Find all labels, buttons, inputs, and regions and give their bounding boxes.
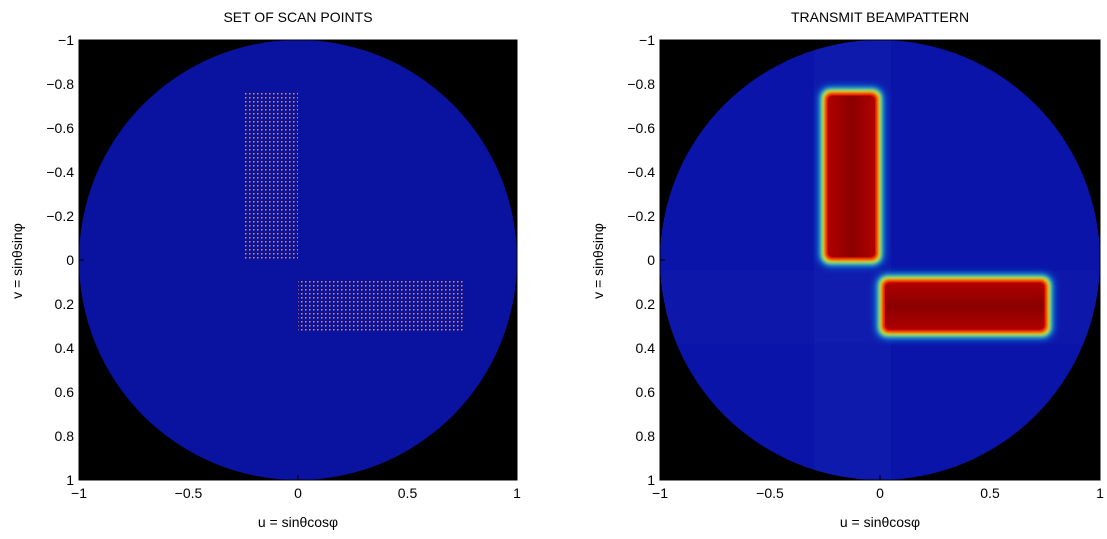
main-beam-2 bbox=[877, 274, 1053, 338]
y-tick-label: 0.8 bbox=[636, 428, 656, 444]
left-chart-title: SET OF SCAN POINTS bbox=[223, 9, 372, 25]
y-tick-label: −0.2 bbox=[627, 208, 655, 224]
beampattern-image bbox=[660, 40, 1100, 480]
x-tick-label: 0 bbox=[876, 485, 884, 501]
y-tick-label: 1 bbox=[66, 472, 74, 488]
x-tick-label: 1 bbox=[1096, 485, 1104, 501]
y-tick-label: 0.4 bbox=[55, 340, 75, 356]
x-tick-label: 0.5 bbox=[980, 485, 1000, 501]
right-x-ticks: −1 −0.5 0 0.5 1 bbox=[652, 475, 1104, 501]
x-tick-label: −0.5 bbox=[756, 485, 784, 501]
y-tick-label: 0.6 bbox=[55, 384, 75, 400]
y-tick-label: −0.8 bbox=[627, 76, 655, 92]
right-panel: TRANSMIT BEAMPATTERN −1 −0.5 0 0.5 1 −1−0.8−… bbox=[590, 9, 1104, 530]
y-tick-label: 0.8 bbox=[55, 428, 75, 444]
scan-region-1 bbox=[243, 92, 298, 260]
main-beam-1 bbox=[819, 87, 883, 266]
left-panel: SET OF SCAN POINTS −1 −0.5 0 0.5 1 −1 −0.8 −0.… bbox=[9, 9, 521, 530]
y-tick-label: −1 bbox=[58, 32, 74, 48]
y-tick-label: 0.4 bbox=[636, 340, 656, 356]
y-tick-label: 0 bbox=[66, 252, 74, 268]
x-tick-label: −1 bbox=[652, 485, 668, 501]
left-x-ticks: −1 −0.5 0 0.5 1 bbox=[71, 475, 521, 501]
x-tick-label: 0.5 bbox=[398, 485, 418, 501]
right-y-ticks: −1 −0.8 −0.6 −0.4 −0.2 0 0.2 0.4 0.6 0.8 1 bbox=[627, 32, 665, 488]
x-tick-label: 0 bbox=[294, 485, 302, 501]
y-tick-label: 0.2 bbox=[636, 296, 656, 312]
y-tick-label: −0.8 bbox=[46, 76, 74, 92]
y-tick-label: 0 bbox=[647, 252, 655, 268]
y-tick-label: −0.6 bbox=[46, 120, 74, 136]
y-tick-label: −0.4 bbox=[627, 164, 655, 180]
y-tick-label: 1 bbox=[647, 472, 655, 488]
y-tick-label: −0.4 bbox=[46, 164, 74, 180]
left-y-ticks: −1 −0.8 −0.6 −0.4 −0.2 0 0.2 0.4 0.6 0.8 1 bbox=[46, 32, 84, 488]
left-plot-area bbox=[78, 39, 518, 481]
right-x-axis-label: u = sinθcosφ bbox=[840, 514, 920, 530]
x-tick-label: −1 bbox=[71, 485, 87, 501]
left-x-axis-label: u = sinθcosφ bbox=[258, 514, 338, 530]
left-y-axis-label: v = sinθsinφ bbox=[9, 223, 25, 299]
scan-region-2 bbox=[298, 279, 465, 333]
right-y-axis-label: v = sinθsinφ bbox=[590, 223, 606, 299]
x-tick-label: −0.5 bbox=[175, 485, 203, 501]
y-tick-label: 0.6 bbox=[636, 384, 656, 400]
y-tick-label: −0.2 bbox=[46, 208, 74, 224]
right-plot-area bbox=[659, 39, 1101, 481]
y-tick-label: 0.2 bbox=[55, 296, 75, 312]
x-tick-label: 1 bbox=[513, 485, 521, 501]
y-tick-label: −0.6 bbox=[627, 120, 655, 136]
y-tick-label: −1 bbox=[639, 32, 655, 48]
right-chart-title: TRANSMIT BEAMPATTERN bbox=[791, 9, 969, 25]
